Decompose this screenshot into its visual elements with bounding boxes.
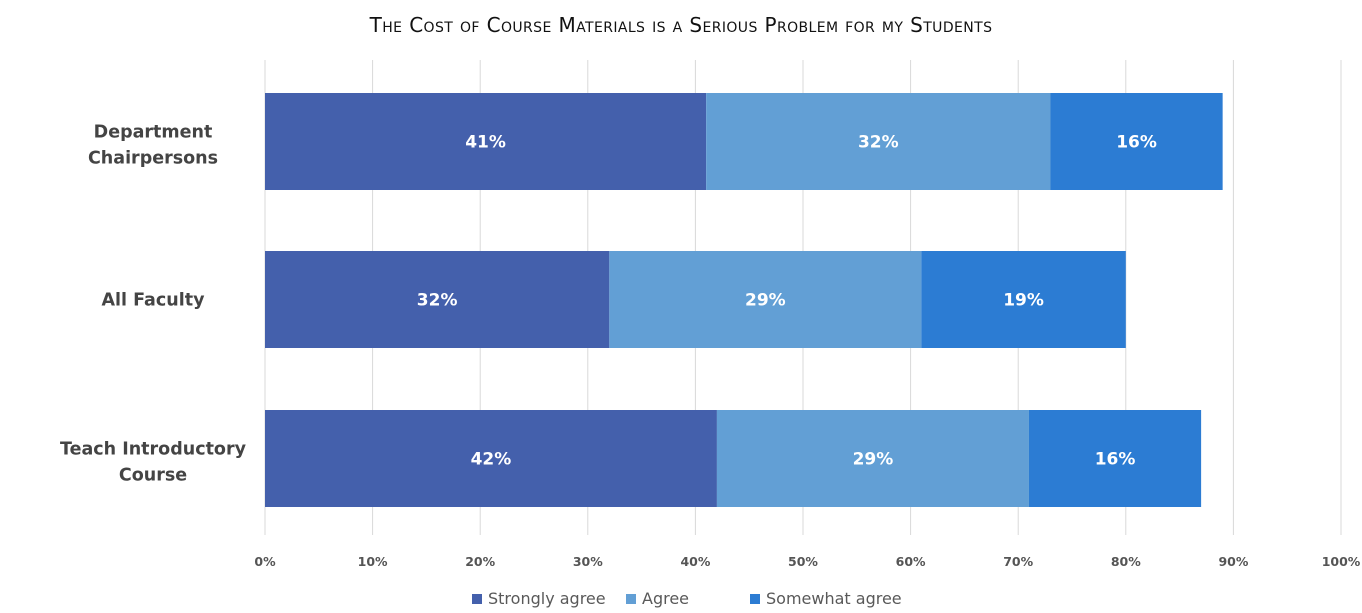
category-label: All Faculty <box>102 291 206 311</box>
legend-label: Agree <box>642 589 689 608</box>
x-tick-label: 70% <box>1003 554 1033 569</box>
legend-swatch <box>472 594 482 604</box>
legend-swatch <box>626 594 636 604</box>
data-label: 29% <box>745 291 786 311</box>
bar-segment <box>1028 410 1202 507</box>
bar-segment <box>706 93 1051 190</box>
data-label: 29% <box>853 450 894 470</box>
x-tick-label: 0% <box>254 554 276 569</box>
data-label: 32% <box>417 291 458 311</box>
bar-segment <box>1050 93 1223 190</box>
x-tick-label: 60% <box>896 554 926 569</box>
x-axis-ticks: 0% 10% 20% 30% 40% 50% 60% 70% 80% 90% 100% <box>254 554 1360 569</box>
legend: Strongly agree Agree Somewhat agree <box>472 589 902 608</box>
category-label: Department Chairpersons <box>88 123 218 169</box>
legend-swatch <box>750 594 760 604</box>
bar-segment <box>716 410 1029 507</box>
x-tick-label: 90% <box>1218 554 1248 569</box>
data-label: 32% <box>858 133 899 153</box>
legend-label: Strongly agree <box>488 589 606 608</box>
chart-title: The Cost of Course Materials is a Seriou… <box>369 13 993 37</box>
x-tick-label: 30% <box>573 554 603 569</box>
bar-segment <box>921 251 1126 348</box>
bar-segment <box>265 93 707 190</box>
legend-label: Somewhat agree <box>766 589 902 608</box>
data-label: 42% <box>471 450 512 470</box>
data-label: 41% <box>465 133 506 153</box>
bar-segment <box>609 251 922 348</box>
x-tick-label: 20% <box>465 554 495 569</box>
x-tick-label: 50% <box>788 554 818 569</box>
data-label: 16% <box>1116 133 1157 153</box>
x-tick-label: 10% <box>358 554 388 569</box>
bars: 41% 32% 16% 32% 29% 19% 42% 29% 16% <box>265 93 1223 507</box>
x-tick-label: 80% <box>1111 554 1141 569</box>
x-tick-label: 100% <box>1322 554 1361 569</box>
data-label: 19% <box>1003 291 1044 311</box>
bar-segment <box>265 410 717 507</box>
category-label: Teach Introductory Course <box>60 440 247 486</box>
x-tick-label: 40% <box>680 554 710 569</box>
bar-segment <box>265 251 610 348</box>
data-label: 16% <box>1095 450 1136 470</box>
category-labels: Department Chairpersons All Faculty Teach I… <box>60 123 247 486</box>
